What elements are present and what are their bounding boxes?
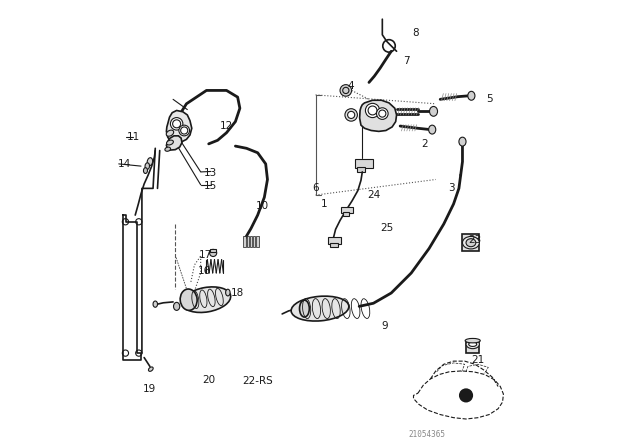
Circle shape	[376, 108, 388, 119]
Circle shape	[209, 250, 217, 257]
Ellipse shape	[291, 296, 349, 321]
Text: 13: 13	[204, 168, 218, 178]
Text: 14: 14	[118, 159, 131, 169]
Text: 9: 9	[381, 321, 388, 332]
Ellipse shape	[182, 287, 230, 312]
Text: 18: 18	[231, 288, 244, 298]
Polygon shape	[166, 136, 182, 150]
Bar	[466, 342, 479, 353]
Polygon shape	[166, 111, 192, 143]
Ellipse shape	[147, 158, 153, 166]
Ellipse shape	[465, 338, 480, 343]
Text: 23: 23	[468, 235, 481, 245]
Bar	[330, 243, 338, 247]
Text: 6: 6	[312, 183, 319, 194]
Circle shape	[460, 389, 472, 402]
Bar	[463, 234, 479, 251]
Ellipse shape	[173, 302, 180, 310]
Ellipse shape	[226, 289, 230, 296]
Text: 3: 3	[448, 183, 454, 194]
Text: 25: 25	[380, 224, 394, 233]
Text: 22-RS: 22-RS	[243, 376, 273, 386]
Text: 11: 11	[126, 132, 140, 142]
Ellipse shape	[153, 301, 157, 307]
Circle shape	[170, 117, 183, 130]
Text: 19: 19	[143, 384, 157, 394]
Ellipse shape	[466, 239, 476, 247]
Ellipse shape	[429, 125, 436, 134]
Ellipse shape	[148, 367, 153, 371]
Ellipse shape	[429, 107, 438, 116]
Text: 1: 1	[321, 199, 328, 209]
Text: 4: 4	[348, 81, 355, 91]
Text: 2: 2	[421, 139, 428, 149]
Text: 12: 12	[220, 121, 233, 131]
Ellipse shape	[300, 300, 309, 317]
Ellipse shape	[165, 147, 171, 151]
Ellipse shape	[166, 140, 173, 145]
Bar	[246, 237, 249, 247]
Bar	[355, 159, 373, 168]
Bar	[356, 168, 365, 172]
Bar	[250, 237, 252, 247]
Text: 21: 21	[472, 355, 484, 365]
Text: 16: 16	[198, 266, 211, 276]
Ellipse shape	[143, 168, 147, 173]
Circle shape	[365, 103, 380, 117]
Circle shape	[179, 125, 189, 136]
Ellipse shape	[466, 340, 479, 349]
Bar	[243, 237, 246, 247]
Text: 20: 20	[202, 375, 215, 385]
Text: 8: 8	[412, 28, 419, 38]
Circle shape	[340, 85, 351, 96]
Bar	[328, 237, 341, 244]
Text: 21054365: 21054365	[408, 430, 445, 439]
Ellipse shape	[145, 163, 150, 169]
Ellipse shape	[468, 342, 477, 346]
Circle shape	[348, 112, 355, 118]
Text: 17: 17	[198, 250, 212, 260]
Bar	[256, 237, 259, 247]
Circle shape	[345, 109, 357, 121]
Text: 5: 5	[486, 95, 493, 104]
Ellipse shape	[180, 289, 197, 310]
Bar	[341, 207, 353, 213]
Text: 24: 24	[367, 190, 380, 200]
Text: 10: 10	[255, 201, 269, 211]
Polygon shape	[360, 100, 397, 131]
Bar	[342, 212, 349, 216]
Text: 7: 7	[403, 56, 410, 66]
Ellipse shape	[459, 137, 466, 146]
Ellipse shape	[463, 237, 479, 249]
Ellipse shape	[166, 130, 173, 136]
Ellipse shape	[468, 91, 475, 100]
Text: 15: 15	[204, 181, 218, 191]
Bar	[211, 249, 216, 252]
Bar	[253, 237, 255, 247]
